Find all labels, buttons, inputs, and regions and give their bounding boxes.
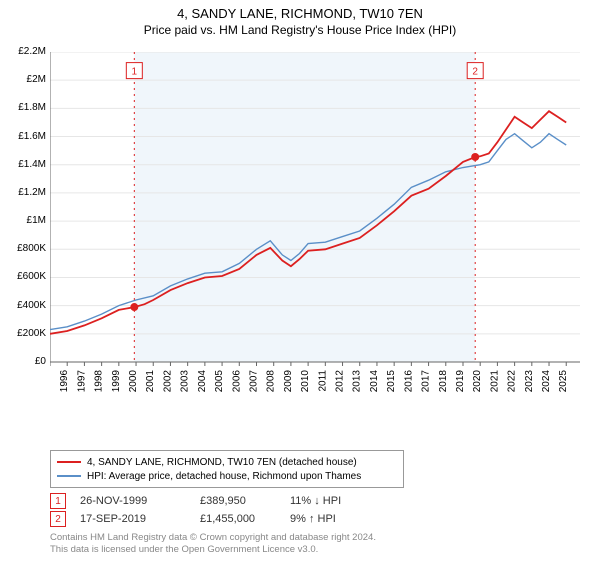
legend-item: HPI: Average price, detached house, Rich… [57, 469, 397, 483]
y-axis-label: £1.4M [0, 159, 46, 170]
svg-text:2008: 2008 [266, 370, 277, 393]
svg-text:2015: 2015 [386, 370, 397, 393]
y-axis-label: £200K [0, 328, 46, 339]
chart-subtitle: Price paid vs. HM Land Registry's House … [0, 23, 600, 37]
svg-text:2016: 2016 [403, 370, 414, 393]
svg-text:2007: 2007 [248, 370, 259, 393]
svg-text:1995: 1995 [50, 370, 53, 393]
svg-text:2017: 2017 [421, 370, 432, 393]
y-axis-label: £1.6M [0, 131, 46, 142]
marker-table: 1 26-NOV-1999£389,95011% ↓ HPI 2 17-SEP-201… [50, 492, 380, 528]
svg-text:2022: 2022 [507, 370, 518, 393]
svg-text:1996: 1996 [59, 370, 70, 393]
svg-text:2010: 2010 [300, 370, 311, 393]
svg-text:2006: 2006 [231, 370, 242, 393]
y-axis-label: £600K [0, 271, 46, 282]
y-axis-label: £2.2M [0, 46, 46, 57]
svg-text:2001: 2001 [145, 370, 156, 393]
legend-item: 4, SANDY LANE, RICHMOND, TW10 7EN (detac… [57, 455, 397, 469]
y-axis-label: £1.8M [0, 102, 46, 113]
svg-text:2011: 2011 [317, 370, 328, 392]
marker-price: £389,950 [200, 495, 290, 507]
svg-text:2013: 2013 [352, 370, 363, 393]
marker-row: 2 17-SEP-2019£1,455,0009% ↑ HPI [50, 510, 380, 528]
svg-text:2009: 2009 [283, 370, 294, 393]
y-axis-label: £800K [0, 243, 46, 254]
svg-text:2020: 2020 [472, 370, 483, 393]
legend: 4, SANDY LANE, RICHMOND, TW10 7EN (detac… [50, 450, 404, 488]
svg-text:2023: 2023 [524, 370, 535, 393]
y-axis-label: £1M [0, 215, 46, 226]
svg-text:2004: 2004 [197, 370, 208, 393]
legend-label: 4, SANDY LANE, RICHMOND, TW10 7EN (detac… [87, 457, 357, 468]
marker-date: 26-NOV-1999 [80, 495, 200, 507]
svg-text:2000: 2000 [128, 370, 139, 393]
svg-text:2018: 2018 [438, 370, 449, 393]
legend-label: HPI: Average price, detached house, Rich… [87, 471, 361, 482]
svg-text:1997: 1997 [76, 370, 87, 393]
y-axis-label: £2M [0, 74, 46, 85]
footer-attribution: Contains HM Land Registry data © Crown c… [50, 532, 376, 557]
marker-badge: 2 [50, 511, 66, 527]
svg-text:2024: 2024 [541, 370, 552, 393]
svg-text:1998: 1998 [94, 370, 105, 393]
marker-badge: 1 [50, 493, 66, 509]
svg-text:1999: 1999 [111, 370, 122, 393]
footer-line1: Contains HM Land Registry data © Crown c… [50, 532, 376, 544]
svg-text:2: 2 [472, 67, 478, 78]
svg-text:2012: 2012 [335, 370, 346, 393]
marker-hpi: 9% ↑ HPI [290, 513, 380, 525]
legend-swatch [57, 475, 81, 477]
chart-area: 1995 1996 1997 1998 1999 2000 2001 2002 2003 2004… [50, 52, 580, 402]
svg-text:2005: 2005 [214, 370, 225, 393]
line-chart: 1995 1996 1997 1998 1999 2000 2001 2002 2003 2004… [50, 52, 580, 402]
marker-row: 1 26-NOV-1999£389,95011% ↓ HPI [50, 492, 380, 510]
y-axis-label: £400K [0, 300, 46, 311]
marker-date: 17-SEP-2019 [80, 513, 200, 525]
footer-line2: This data is licensed under the Open Gov… [50, 544, 376, 556]
y-axis-label: £0 [0, 356, 46, 367]
marker-hpi: 11% ↓ HPI [290, 495, 380, 507]
svg-text:2025: 2025 [558, 370, 569, 393]
marker-price: £1,455,000 [200, 513, 290, 525]
svg-text:1: 1 [132, 67, 138, 78]
svg-text:2021: 2021 [489, 370, 500, 393]
svg-text:2014: 2014 [369, 370, 380, 393]
svg-text:2003: 2003 [180, 370, 191, 393]
y-axis-label: £1.2M [0, 187, 46, 198]
svg-text:2002: 2002 [162, 370, 173, 393]
chart-title: 4, SANDY LANE, RICHMOND, TW10 7EN [0, 6, 600, 21]
legend-swatch [57, 461, 81, 463]
svg-text:2019: 2019 [455, 370, 466, 393]
